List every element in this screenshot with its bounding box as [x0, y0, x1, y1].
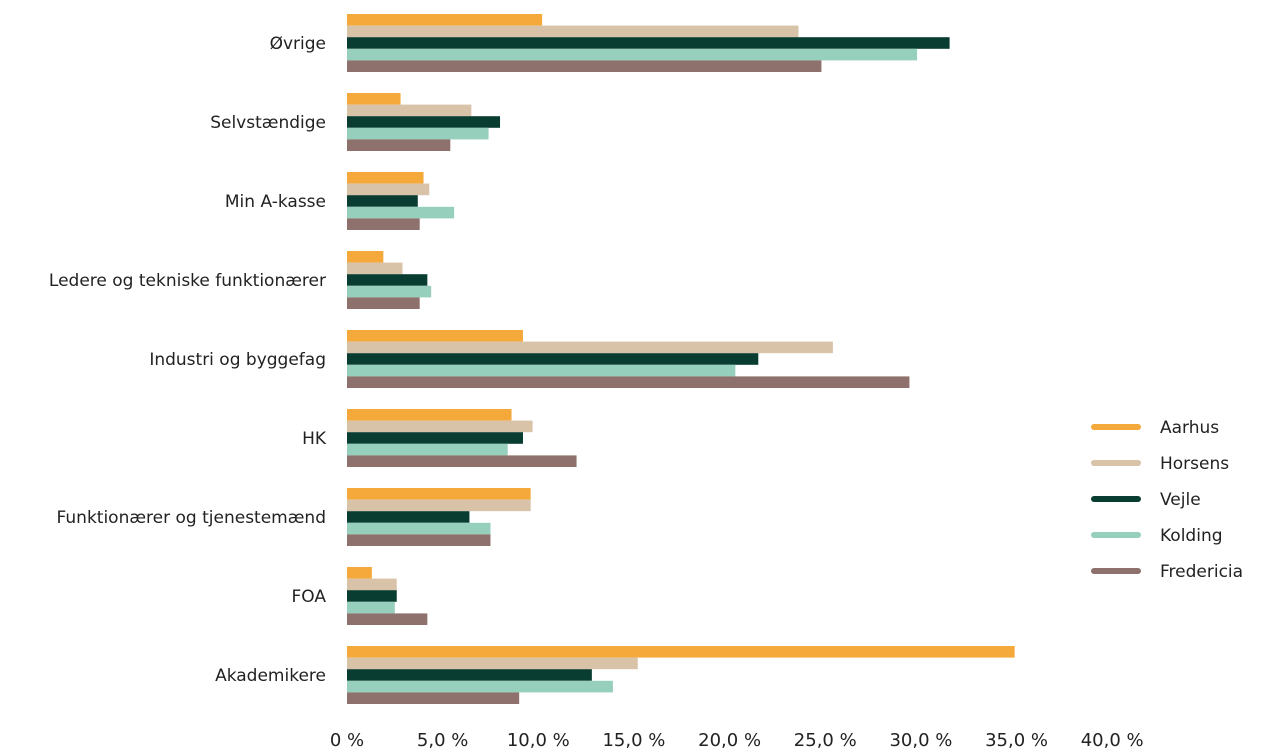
- bar-vejle-8: [347, 669, 592, 681]
- bar-fredericia-3: [347, 297, 420, 309]
- bar-fredericia-5: [347, 455, 577, 467]
- legend-label-kolding: Kolding: [1160, 526, 1223, 546]
- bar-kolding-1: [347, 127, 489, 140]
- legend: Aarhus Horsens Vejle Kolding Fredericia: [1091, 418, 1243, 582]
- bar-aarhus-5: [347, 409, 512, 421]
- bar-kolding-4: [347, 364, 736, 377]
- bar-vejle-3: [347, 274, 428, 286]
- legend-label-horsens: Horsens: [1160, 454, 1229, 474]
- bar-horsens-6: [347, 499, 531, 512]
- x-tick-label: 10,0 %: [507, 730, 570, 751]
- bar-horsens-1: [347, 104, 472, 117]
- bar-aarhus-2: [347, 172, 424, 184]
- bar-kolding-3: [347, 285, 432, 298]
- category-label: Funktionærer og tjenestemænd: [57, 508, 326, 528]
- x-tick-label: 40,0 %: [1081, 730, 1144, 751]
- bar-vejle-7: [347, 590, 397, 602]
- bar-kolding-2: [347, 206, 455, 219]
- legend-label-fredericia: Fredericia: [1160, 562, 1243, 582]
- x-axis-ticks: 0 % 5,0 % 10,0 % 15,0 % 20,0 % 25,0 % 30,0 % 35…: [330, 730, 1144, 751]
- category-label: Industri og byggefag: [149, 350, 326, 370]
- x-tick-label: 25,0 %: [794, 730, 857, 751]
- bar-aarhus-8: [347, 646, 1015, 658]
- x-tick-label: 35,0 %: [985, 730, 1048, 751]
- category-label: HK: [302, 429, 327, 449]
- category-label: FOA: [292, 587, 327, 607]
- x-tick-label: 0 %: [330, 730, 364, 751]
- category-label: Akademikere: [215, 666, 326, 686]
- bar-horsens-0: [347, 25, 799, 38]
- bar-kolding-0: [347, 48, 918, 61]
- bar-aarhus-6: [347, 488, 531, 500]
- bar-horsens-2: [347, 183, 430, 196]
- bar-vejle-6: [347, 511, 470, 523]
- bar-aarhus-4: [347, 330, 523, 342]
- bar-vejle-0: [347, 37, 950, 49]
- bar-aarhus-0: [347, 14, 543, 26]
- category-label: Øvrige: [270, 34, 326, 54]
- bar-fredericia-8: [347, 692, 520, 704]
- bar-vejle-1: [347, 116, 501, 128]
- x-tick-label: 15,0 %: [602, 730, 665, 751]
- bar-aarhus-1: [347, 93, 401, 105]
- bar-kolding-6: [347, 522, 491, 535]
- bar-horsens-4: [347, 341, 833, 354]
- bar-vejle-4: [347, 353, 759, 365]
- bar-fredericia-6: [347, 534, 491, 546]
- bar-horsens-8: [347, 657, 638, 670]
- legend-label-vejle: Vejle: [1160, 490, 1201, 510]
- bar-fredericia-0: [347, 60, 822, 72]
- category-label: Ledere og tekniske funktionærer: [49, 271, 326, 291]
- category-labels: Øvrige Selvstændige Min A-kasse Ledere og t…: [49, 34, 327, 686]
- bar-horsens-5: [347, 420, 533, 433]
- bar-fredericia-1: [347, 139, 451, 151]
- bar-horsens-7: [347, 578, 397, 591]
- bar-vejle-2: [347, 195, 418, 207]
- legend-label-aarhus: Aarhus: [1160, 418, 1219, 438]
- bar-fredericia-7: [347, 613, 428, 625]
- bar-vejle-5: [347, 432, 523, 444]
- bar-fredericia-4: [347, 376, 910, 388]
- x-tick-label: 30,0 %: [889, 730, 952, 751]
- bar-kolding-8: [347, 680, 613, 693]
- x-tick-label: 5,0 %: [417, 730, 468, 751]
- bar-horsens-3: [347, 262, 403, 275]
- bar-kolding-5: [347, 443, 508, 456]
- category-label: Selvstændige: [210, 113, 326, 133]
- category-label: Min A-kasse: [225, 192, 326, 212]
- bar-kolding-7: [347, 601, 395, 614]
- bars-group: [347, 14, 1015, 704]
- bar-aarhus-3: [347, 251, 384, 263]
- bar-aarhus-7: [347, 567, 372, 579]
- x-tick-label: 20,0 %: [698, 730, 761, 751]
- bar-fredericia-2: [347, 218, 420, 230]
